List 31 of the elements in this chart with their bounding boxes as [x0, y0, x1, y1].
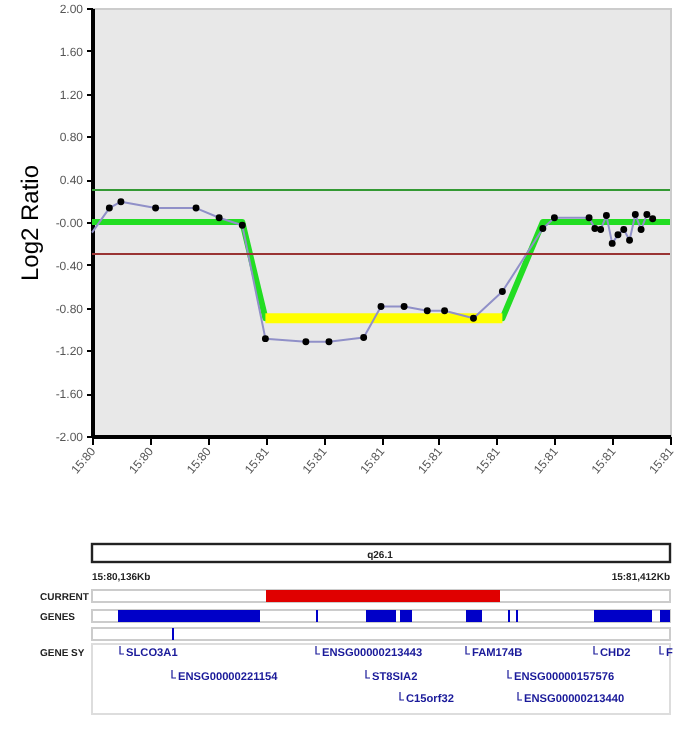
point [643, 211, 651, 218]
point [325, 338, 333, 346]
point [400, 303, 408, 310]
point [238, 221, 246, 229]
point [550, 214, 558, 222]
point [152, 204, 160, 212]
point [597, 226, 605, 233]
point [626, 236, 633, 244]
point [631, 211, 639, 218]
point [602, 212, 610, 220]
point [614, 231, 622, 239]
point [539, 224, 547, 232]
point [470, 314, 477, 322]
point [360, 334, 368, 342]
point [302, 338, 310, 346]
point [585, 214, 593, 222]
point [498, 288, 506, 296]
point [620, 226, 628, 233]
y-axis-title: Log2 Ratio [15, 164, 44, 282]
point [591, 224, 599, 232]
point [117, 198, 125, 206]
point [192, 204, 200, 212]
point [441, 307, 449, 315]
point [649, 215, 657, 223]
point [261, 335, 269, 343]
point [215, 214, 223, 222]
point [423, 307, 431, 315]
point [105, 204, 113, 212]
point [608, 239, 616, 247]
point [377, 303, 385, 310]
point [637, 226, 645, 233]
